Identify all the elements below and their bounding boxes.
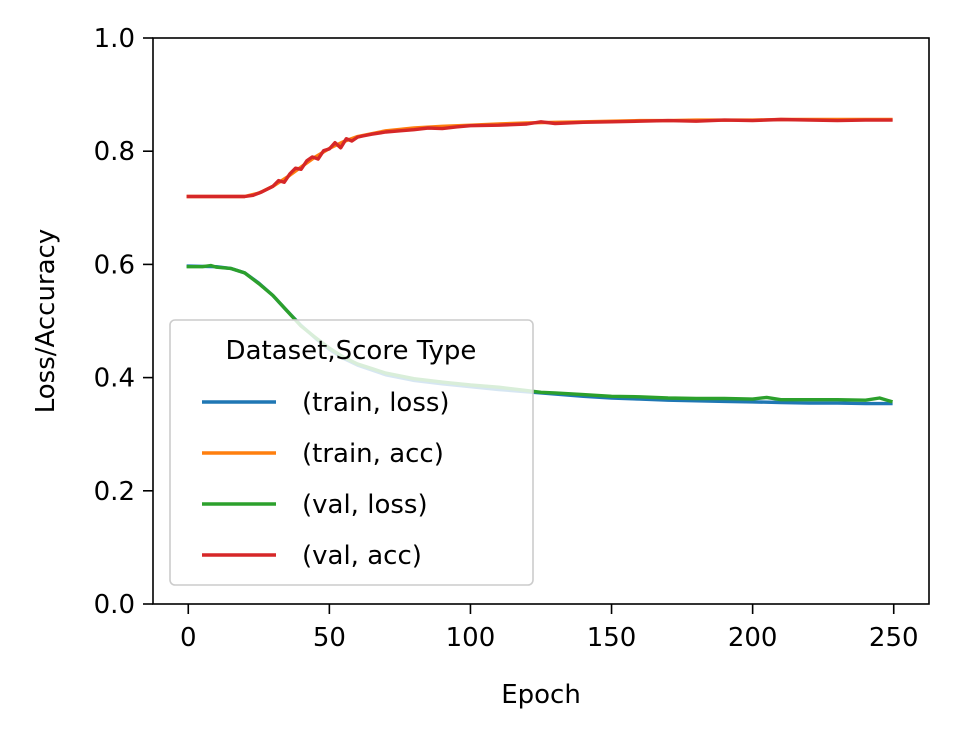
y-tick-label: 0.8 [94,137,135,167]
y-axis: 0.0 0.2 0.4 0.6 0.8 1.0 [94,24,153,620]
series-line-3 [186,117,893,199]
y-tick-label: 0.4 [94,364,135,394]
legend: Dataset,Score Type (train, loss)(train, … [169,319,534,586]
y-axis-label: Loss/Accuracy [31,229,61,414]
x-tick-label: 100 [446,623,496,653]
plot-frame [152,37,930,605]
legend-label-2: (val, loss) [302,490,428,520]
legend-label-3: (val, acc) [302,541,422,571]
legend-entries: (train, loss) (train, acc) (val, loss) (val… [202,388,450,571]
x-tick-label: 0 [180,623,197,653]
series-line-1 [186,117,893,199]
x-axis-label: Epoch [501,680,581,710]
legend-box [169,319,534,586]
legend-label-0: (train, loss) [302,388,450,418]
legend-label-1: (train, acc) [302,439,444,469]
x-tick-label: 150 [587,623,637,653]
x-tick-label: 50 [313,623,346,653]
y-tick-label: 1.0 [94,24,135,54]
x-tick-label: 250 [869,623,919,653]
x-tick-label: 200 [728,623,778,653]
y-tick-label: 0.6 [94,250,135,280]
legend-title: Dataset,Score Type [226,336,477,366]
x-axis: 0 50 100 150 200 250 [180,604,919,653]
y-tick-label: 0.2 [94,477,135,507]
y-tick-label: 0.0 [94,590,135,620]
